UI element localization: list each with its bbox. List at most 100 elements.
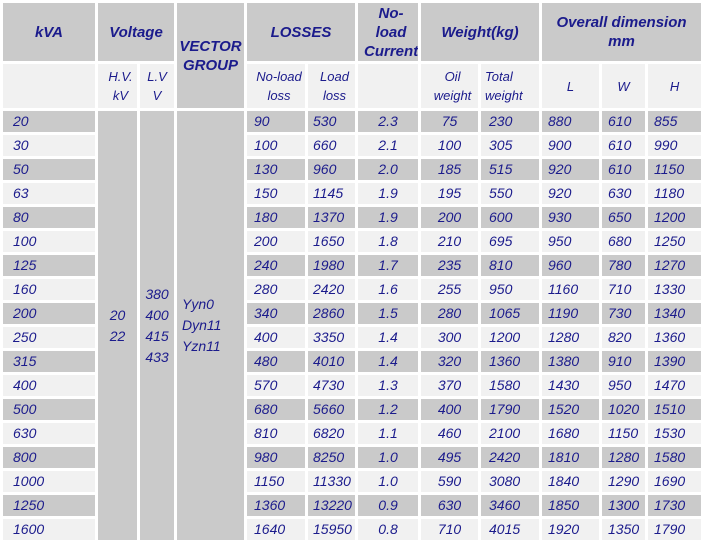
subheader-hv: H.V. kV — [98, 64, 137, 108]
header-overall-dimension: Overall dimension mm — [542, 3, 702, 61]
cell-width: 610 — [602, 111, 646, 132]
subheader-total-weight: Total weight — [481, 64, 540, 108]
cell-no-load-current: 2.3 — [358, 111, 419, 132]
cell-width: 910 — [602, 351, 646, 372]
cell-oil-weight: 195 — [421, 183, 479, 204]
cell-no-load-loss: 810 — [247, 423, 305, 444]
cell-oil-weight: 280 — [421, 303, 479, 324]
cell-load-loss: 960 — [308, 159, 356, 180]
table-row: 1600 1640 15950 0.8 710 4015 1920 1350 1790 — [3, 519, 702, 540]
cell-height: 1790 — [648, 519, 702, 540]
cell-kva: 315 — [3, 351, 95, 372]
cell-height: 1390 — [648, 351, 702, 372]
cell-kva: 500 — [3, 399, 95, 420]
cell-length: 1920 — [542, 519, 600, 540]
header-kva: kVA — [3, 3, 95, 61]
cell-height: 1150 — [648, 159, 702, 180]
subheader-no-load-loss: No-load loss — [247, 64, 305, 108]
header-weight: Weight(kg) — [421, 3, 540, 61]
cell-kva: 200 — [3, 303, 95, 324]
cell-no-load-loss: 1360 — [247, 495, 305, 516]
cell-load-loss: 4010 — [308, 351, 356, 372]
cell-no-load-current: 1.2 — [358, 399, 419, 420]
cell-kva: 1250 — [3, 495, 95, 516]
cell-load-loss: 1145 — [308, 183, 356, 204]
cell-oil-weight: 495 — [421, 447, 479, 468]
merged-vector-group-values: Yyn0 Dyn11 Yzn11 — [177, 111, 244, 540]
cell-kva: 250 — [3, 327, 95, 348]
cell-load-loss: 6820 — [308, 423, 356, 444]
cell-width: 1150 — [602, 423, 646, 444]
cell-no-load-loss: 90 — [247, 111, 305, 132]
cell-length: 950 — [542, 231, 600, 252]
cell-oil-weight: 235 — [421, 255, 479, 276]
cell-no-load-loss: 200 — [247, 231, 305, 252]
cell-width: 1350 — [602, 519, 646, 540]
cell-length: 1680 — [542, 423, 600, 444]
cell-total-weight: 1360 — [481, 351, 540, 372]
cell-load-loss: 13220 — [308, 495, 356, 516]
cell-height: 1690 — [648, 471, 702, 492]
subheader-row: H.V. kV L.V V No-load loss Load loss Oil… — [3, 64, 702, 108]
cell-kva: 30 — [3, 135, 95, 156]
cell-width: 630 — [602, 183, 646, 204]
table-row: 63 150 1145 1.9 195 550 920 630 1180 — [3, 183, 702, 204]
cell-length: 1850 — [542, 495, 600, 516]
cell-length: 1840 — [542, 471, 600, 492]
cell-total-weight: 230 — [481, 111, 540, 132]
cell-height: 1340 — [648, 303, 702, 324]
subheader-lv: L.V V — [140, 64, 174, 108]
cell-total-weight: 550 — [481, 183, 540, 204]
cell-length: 880 — [542, 111, 600, 132]
cell-no-load-loss: 280 — [247, 279, 305, 300]
cell-total-weight: 4015 — [481, 519, 540, 540]
cell-oil-weight: 185 — [421, 159, 479, 180]
subheader-oil-weight: Oil weight — [421, 64, 479, 108]
subheader-h: H — [648, 64, 702, 108]
cell-load-loss: 2860 — [308, 303, 356, 324]
cell-total-weight: 810 — [481, 255, 540, 276]
header-row: kVA Voltage VECTOR GROUP LOSSES No-load … — [3, 3, 702, 108]
cell-no-load-loss: 340 — [247, 303, 305, 324]
cell-no-load-current: 1.0 — [358, 447, 419, 468]
subheader-load-loss: Load loss — [308, 64, 356, 108]
cell-kva: 800 — [3, 447, 95, 468]
cell-height: 855 — [648, 111, 702, 132]
cell-total-weight: 950 — [481, 279, 540, 300]
cell-width: 610 — [602, 159, 646, 180]
cell-oil-weight: 300 — [421, 327, 479, 348]
cell-no-load-current: 1.6 — [358, 279, 419, 300]
table-row: 250 400 3350 1.4 300 1200 1280 820 1360 — [3, 327, 702, 348]
table-row: 500 680 5660 1.2 400 1790 1520 1020 1510 — [3, 399, 702, 420]
cell-height: 1730 — [648, 495, 702, 516]
cell-length: 900 — [542, 135, 600, 156]
header-vector-group: VECTOR GROUP — [177, 3, 244, 108]
cell-kva: 160 — [3, 279, 95, 300]
cell-length: 1430 — [542, 375, 600, 396]
cell-no-load-current: 1.1 — [358, 423, 419, 444]
cell-no-load-loss: 1640 — [247, 519, 305, 540]
cell-height: 1530 — [648, 423, 702, 444]
cell-total-weight: 2100 — [481, 423, 540, 444]
cell-width: 680 — [602, 231, 646, 252]
table-row: 125 240 1980 1.7 235 810 960 780 1270 — [3, 255, 702, 276]
cell-width: 780 — [602, 255, 646, 276]
cell-total-weight: 1065 — [481, 303, 540, 324]
cell-height: 1270 — [648, 255, 702, 276]
cell-length: 1160 — [542, 279, 600, 300]
cell-no-load-loss: 100 — [247, 135, 305, 156]
cell-total-weight: 1790 — [481, 399, 540, 420]
cell-total-weight: 695 — [481, 231, 540, 252]
cell-no-load-current: 0.9 — [358, 495, 419, 516]
cell-oil-weight: 400 — [421, 399, 479, 420]
cell-oil-weight: 370 — [421, 375, 479, 396]
table-row: 200 340 2860 1.5 280 1065 1190 730 1340 — [3, 303, 702, 324]
table-row: 50 130 960 2.0 185 515 920 610 1150 — [3, 159, 702, 180]
table-row: 80 180 1370 1.9 200 600 930 650 1200 — [3, 207, 702, 228]
cell-oil-weight: 200 — [421, 207, 479, 228]
table-row: 315 480 4010 1.4 320 1360 1380 910 1390 — [3, 351, 702, 372]
cell-length: 1810 — [542, 447, 600, 468]
cell-kva: 80 — [3, 207, 95, 228]
cell-no-load-current: 1.9 — [358, 183, 419, 204]
